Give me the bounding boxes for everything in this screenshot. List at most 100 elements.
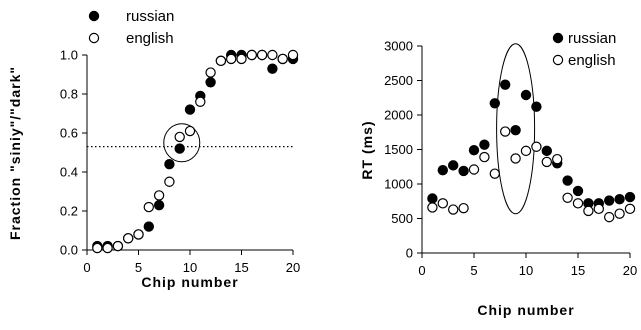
chart1-y-tick-label: 0.0 (60, 243, 78, 258)
chart1-english-point (246, 49, 257, 61)
chart2-english-point (593, 203, 605, 215)
chart1-english-point (225, 53, 237, 65)
chart1-x-tick-label: 0 (83, 260, 90, 275)
chart1-english-point (122, 233, 134, 244)
chart1-russian-point (184, 104, 196, 115)
chart2-y-tick-label: 2000 (384, 108, 413, 123)
chart2-russian-point (541, 145, 553, 157)
chart2-russian-point (520, 89, 532, 101)
chart1-y-tick-label: 1.0 (60, 48, 78, 63)
chart1-english-point (92, 242, 103, 254)
chart2-english-point (489, 168, 500, 179)
chart1-russian-point (153, 199, 165, 211)
chart1-english-point (195, 96, 206, 108)
chart2-y-tick-label: 1000 (384, 177, 413, 192)
chart1-russian-point (205, 77, 216, 88)
chart2-english-point (562, 192, 573, 203)
chart2-russian-point (572, 185, 584, 197)
chart2-y-axis-label: RT (ms) (359, 120, 375, 179)
chart2-x-tick-label: 5 (470, 263, 477, 278)
chart1-english-point (153, 190, 165, 201)
chart1-x-tick-label: 5 (135, 260, 142, 275)
chart2-y-tick-label: 1500 (384, 142, 413, 157)
chart1-english-point (112, 240, 124, 252)
chart1-english-point (205, 67, 216, 78)
chart2-russian-point (458, 165, 469, 177)
chart2-russian-point (510, 124, 521, 136)
chart2-russian-point (489, 98, 500, 109)
chart1-russian-point (267, 63, 278, 74)
chart1-english-point (277, 53, 288, 65)
chart2-russian-point (437, 164, 448, 176)
chart1-legend-marker-english (88, 32, 100, 44)
chart2-english-point (583, 205, 594, 217)
chart2-legend-marker-russian (552, 32, 564, 44)
chart2-english-point (479, 151, 490, 163)
chart2-english-point (510, 153, 521, 164)
chart2-english-point (437, 198, 448, 209)
chart1-english-point (164, 176, 175, 187)
chart2-x-tick-label: 0 (418, 263, 425, 278)
chart2-legend-label-english: english (568, 52, 616, 69)
chart2-russian-point (531, 101, 542, 112)
chart1-english-point (174, 131, 185, 143)
chart1-y-axis-label: Fraction "siniy"/"dark" (7, 66, 23, 240)
chart2-russian-point (427, 193, 438, 204)
chart1-english-point (267, 49, 278, 61)
chart1-russian-point (143, 221, 154, 232)
chart1-legend-label-russian: russian (126, 8, 174, 25)
chart2-russian-point (448, 160, 459, 171)
chart1-english-point (133, 229, 144, 240)
chart2-y-tick-label: 500 (391, 211, 413, 226)
chart2-legend-label-russian: russian (568, 30, 616, 47)
chart1-english-point (256, 49, 268, 61)
chart1-english-point (143, 201, 154, 213)
chart1-y-tick-label: 0.6 (60, 126, 78, 141)
chart2-english-point (572, 198, 584, 209)
chart2-english-point (552, 153, 563, 165)
chart2-x-tick-label: 20 (623, 263, 637, 278)
chart1-x-tick-label: 10 (183, 260, 197, 275)
chart2-english-point (458, 202, 469, 214)
chart2-russian-point (614, 193, 625, 205)
chart2-english-point (624, 203, 636, 215)
chart2-english-point (541, 156, 553, 168)
chart2-english-point (520, 145, 532, 157)
chart1-russian-point (174, 143, 185, 154)
chart1-y-tick-label: 0.8 (60, 87, 78, 102)
chart2-x-tick-label: 10 (519, 263, 533, 278)
chart2-y-tick-label: 3000 (384, 39, 413, 54)
chart1-english-point (215, 55, 227, 67)
chart1-x-tick-label: 20 (286, 260, 300, 275)
chart1-english-point (102, 242, 113, 254)
chart2-y-tick-label: 2500 (384, 73, 413, 88)
chart2-english-point (468, 164, 480, 175)
chart2-highlight-ellipse (496, 43, 536, 215)
chart1-legend-marker-russian (88, 10, 100, 22)
chart1-english-point (287, 49, 299, 61)
chart2-russian-point (500, 79, 511, 90)
chart2-english-point (448, 204, 459, 215)
chart2-english-point (604, 211, 615, 223)
chart2-y-tick-label: 0 (406, 246, 413, 261)
chart1-highlight-ellipse (163, 123, 201, 163)
chart1-x-axis-label: Chip number (141, 274, 238, 290)
chart2-english-point (531, 141, 542, 152)
chart2-english-point (614, 208, 625, 219)
chart1-english-point (236, 53, 247, 65)
chart1-legend-label-english: english (126, 30, 174, 47)
chart2-russian-point (468, 144, 480, 156)
chart2-english-point (500, 126, 511, 137)
chart1-russian-point (164, 158, 175, 170)
chart2-legend-marker-english (552, 54, 564, 66)
chart2-x-tick-label: 15 (571, 263, 585, 278)
chart1-y-tick-label: 0.2 (60, 204, 78, 219)
chart2-russian-point (604, 195, 615, 206)
chart2-russian-point (562, 175, 573, 186)
chart2-russian-point (624, 191, 636, 203)
chart1-y-tick-label: 0.4 (60, 165, 78, 180)
chart2-x-axis-label: Chip number (477, 302, 574, 318)
chart1-x-tick-label: 15 (234, 260, 248, 275)
